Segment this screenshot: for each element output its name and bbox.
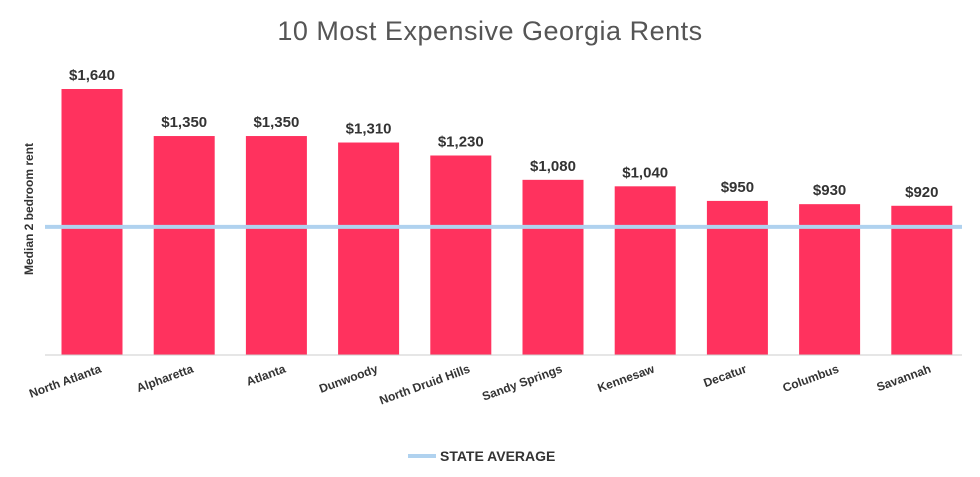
category-label: North Atlanta — [27, 362, 103, 401]
bar — [338, 142, 400, 355]
bar-value-label: $1,230 — [438, 134, 484, 151]
bar-value-label: $920 — [905, 184, 938, 201]
bars-group — [61, 89, 953, 355]
category-label: Alpharetta — [135, 362, 196, 396]
bar — [522, 179, 584, 355]
bar — [245, 136, 307, 355]
chart-title: 10 Most Expensive Georgia Rents — [277, 16, 702, 46]
bar — [61, 89, 123, 355]
bar — [153, 136, 215, 355]
legend-label: STATE AVERAGE — [440, 448, 555, 464]
category-label: Decatur — [702, 362, 749, 391]
category-labels-group: North Atlanta Alpharetta Atlanta DunwoodyNo… — [27, 361, 933, 407]
bar-value-label: $1,350 — [253, 114, 299, 131]
bar — [706, 200, 768, 355]
category-label: Savannah — [875, 362, 933, 395]
bar-value-label: $1,040 — [622, 164, 668, 181]
bar-value-label: $1,310 — [346, 121, 392, 138]
category-label: Dunwoody — [317, 362, 380, 396]
bar-value-label: $1,350 — [161, 114, 207, 131]
bar — [614, 186, 676, 355]
bar-value-label: $1,640 — [69, 67, 115, 84]
bar-value-label: $1,080 — [530, 158, 576, 175]
bar — [430, 155, 492, 355]
category-label: Columbus — [781, 362, 841, 395]
bar — [799, 204, 861, 355]
y-axis-label: Median 2 bedroom rent — [22, 143, 36, 275]
category-label: Atlanta — [244, 362, 287, 389]
category-label: Kennesaw — [596, 361, 657, 395]
category-label: North Druid Hills — [377, 362, 472, 408]
bar-value-label: $930 — [813, 182, 846, 199]
legend: STATE AVERAGE — [408, 448, 555, 464]
bar-value-label: $950 — [721, 179, 754, 196]
bar — [891, 205, 953, 355]
category-label: Sandy Springs — [480, 362, 564, 404]
value-labels-group: $1,640 $1,350 $1,350 $1,310 $1,230 $1,080 $1,0… — [69, 67, 938, 201]
